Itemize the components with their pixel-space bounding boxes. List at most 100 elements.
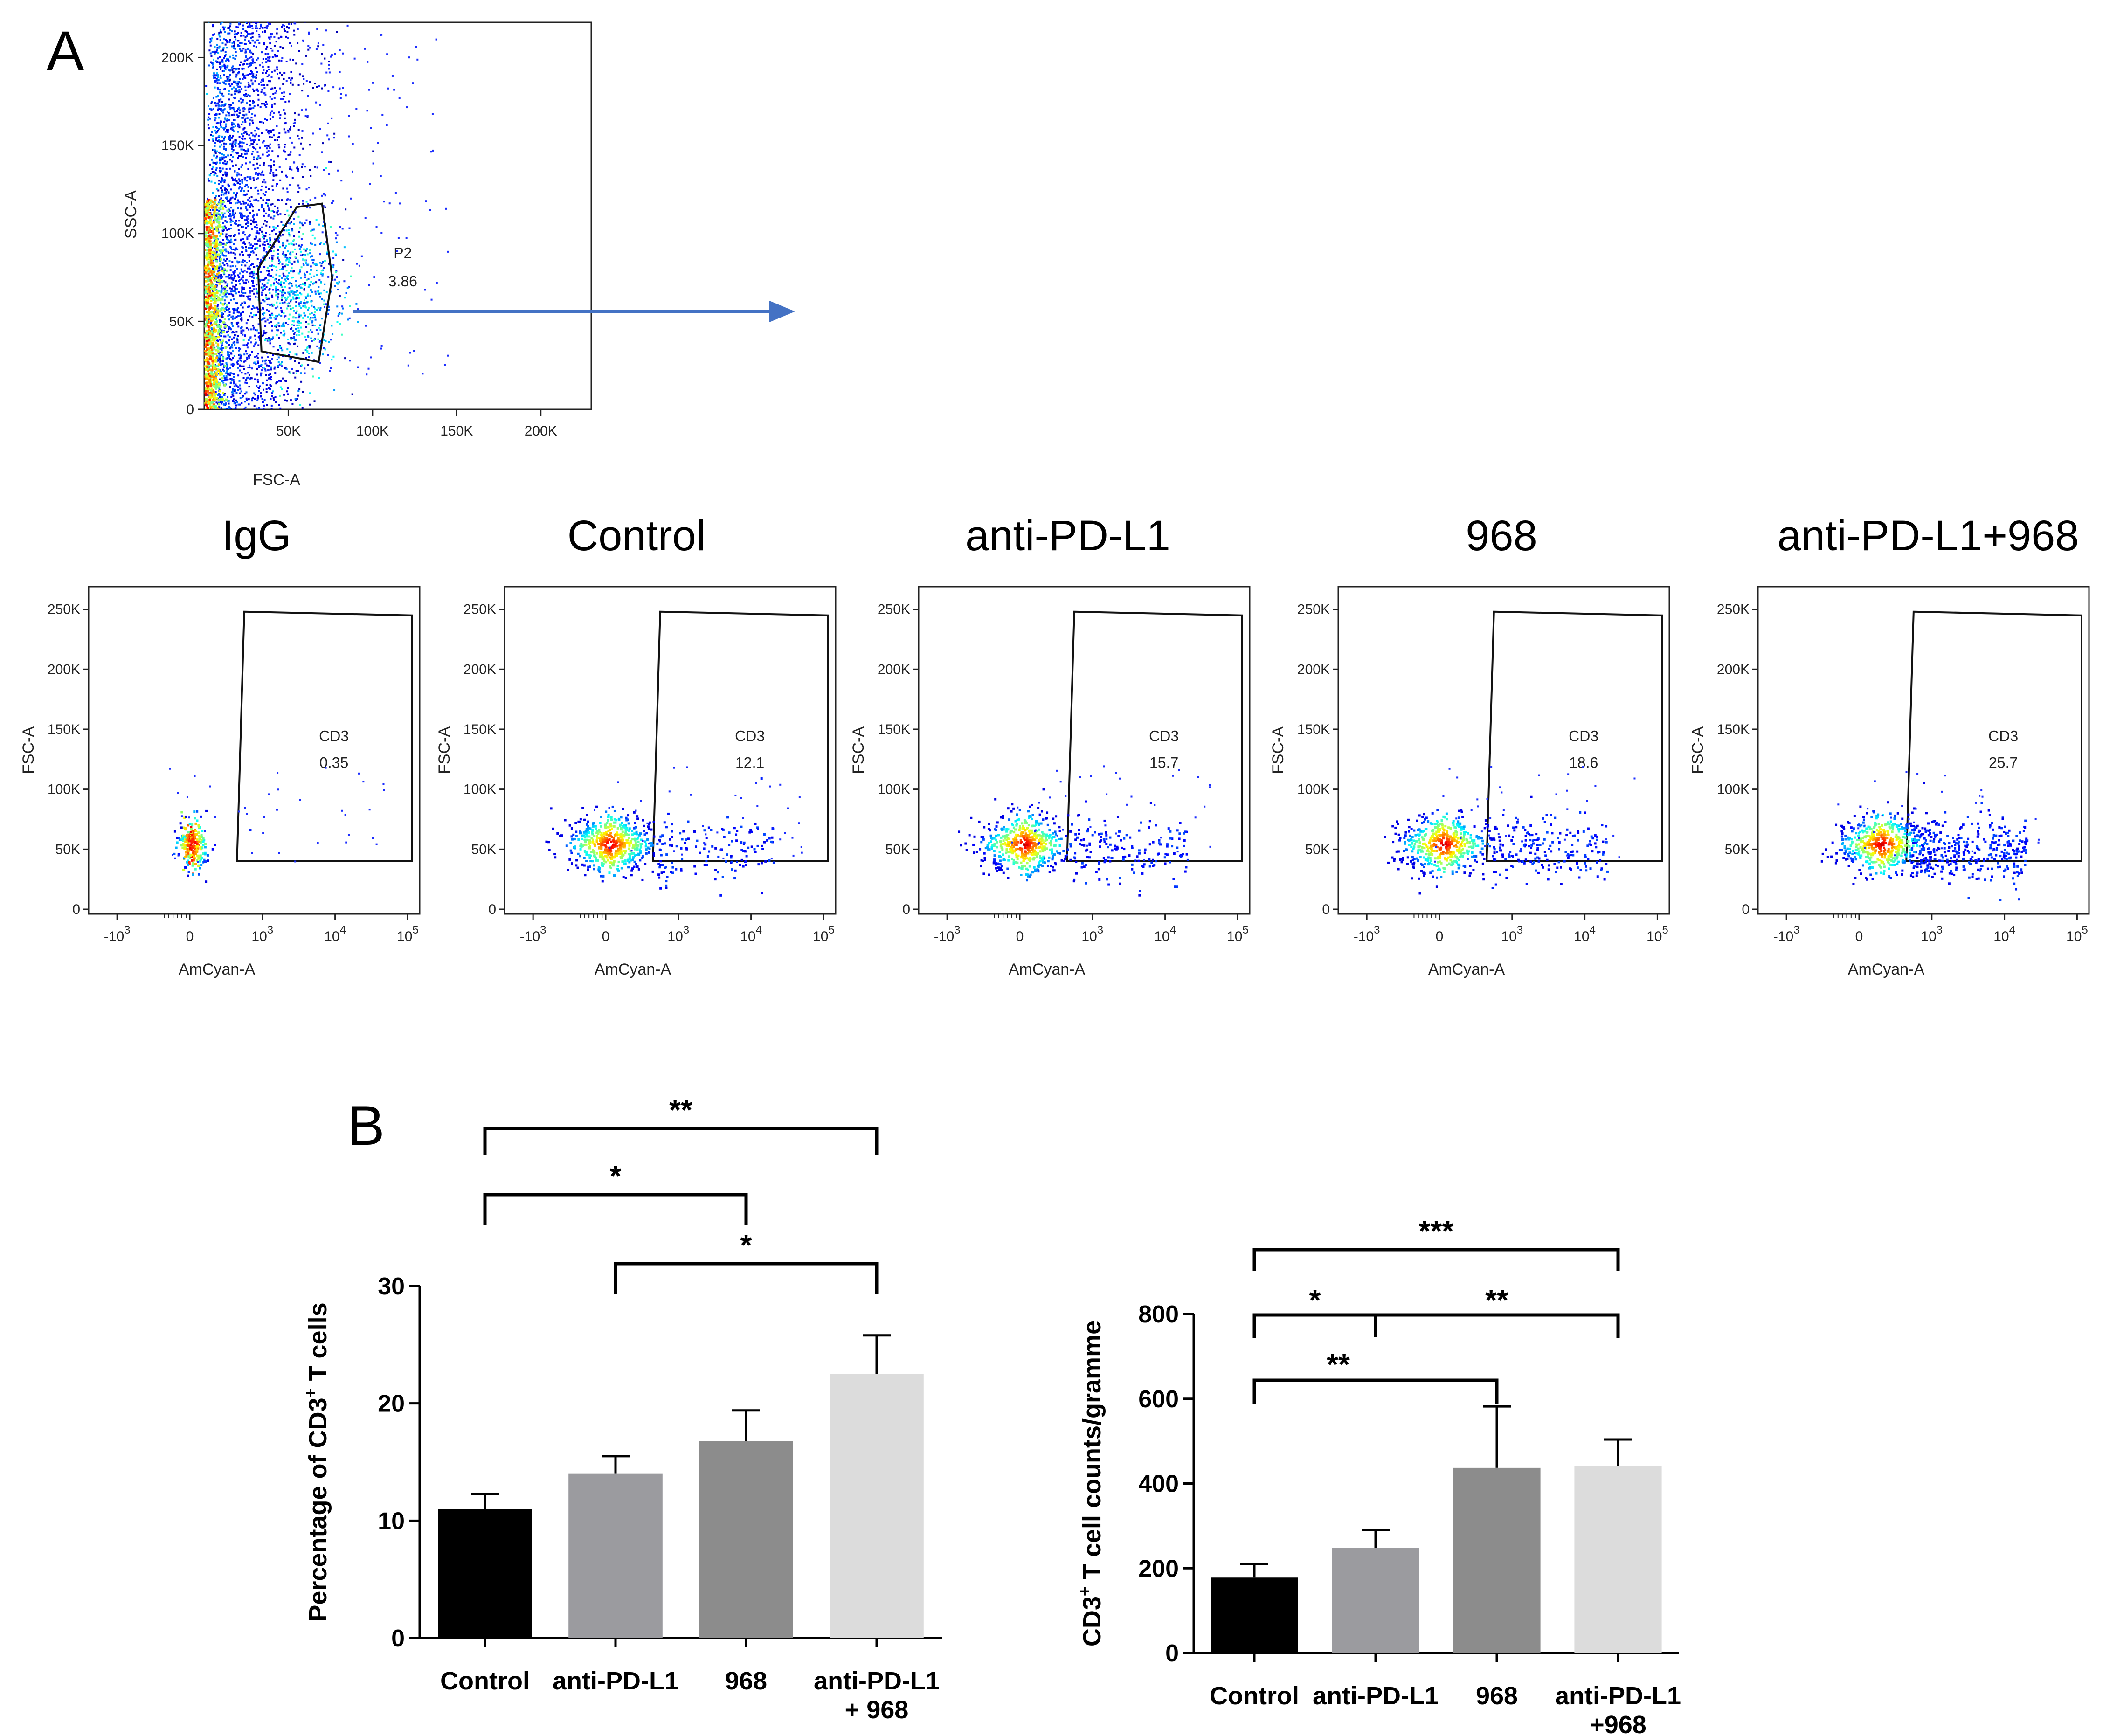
event-dot — [285, 174, 287, 177]
x-tick-exponent: 3 — [540, 924, 546, 936]
event-dot — [202, 852, 205, 855]
event-dot — [301, 63, 304, 65]
event-dot — [224, 171, 227, 173]
event-dot — [284, 131, 287, 134]
event-dot — [260, 302, 263, 304]
event-dot — [322, 225, 324, 227]
event-dot — [250, 8, 252, 10]
event-dot — [306, 248, 308, 250]
event-dot — [205, 256, 208, 259]
event-dot — [305, 219, 308, 221]
event-dot — [264, 104, 266, 107]
event-dot — [248, 339, 250, 341]
event-dot — [287, 229, 290, 231]
event-dot — [213, 295, 216, 298]
event-dot — [232, 318, 235, 320]
event-dot — [237, 32, 240, 34]
event-dot — [226, 78, 228, 81]
event-dot — [206, 317, 209, 319]
event-dot — [242, 101, 244, 103]
event-dot — [302, 147, 304, 150]
event-dot — [248, 260, 250, 262]
event-dot — [234, 288, 236, 290]
event-dot — [278, 260, 280, 262]
event-dot — [220, 108, 222, 110]
event-dot — [247, 297, 249, 299]
event-dot — [247, 74, 249, 76]
event-dot — [241, 326, 243, 328]
event-dot — [215, 379, 218, 382]
event-dot — [263, 241, 266, 243]
event-dot — [271, 203, 274, 205]
event-dot — [270, 284, 272, 286]
event-dot — [223, 160, 226, 163]
event-dot — [240, 32, 242, 34]
event-dot — [209, 240, 212, 243]
event-dot — [199, 867, 201, 870]
event-dot — [182, 826, 185, 829]
event-dot — [213, 271, 215, 274]
event-dot — [251, 143, 254, 145]
event-dot — [276, 55, 278, 57]
event-dot — [300, 301, 302, 303]
event-dot — [430, 151, 432, 153]
event-dot — [234, 119, 236, 121]
y-axis-label: SSC-A — [122, 190, 140, 239]
event-dot — [280, 221, 283, 223]
event-dot — [328, 263, 330, 265]
event-dot — [242, 215, 244, 218]
event-dot — [269, 292, 271, 294]
event-dot — [214, 215, 216, 218]
event-dot — [213, 375, 215, 378]
event-dot — [275, 401, 277, 403]
event-dot — [267, 20, 269, 22]
event-dot — [364, 48, 366, 50]
event-dot — [238, 173, 240, 176]
event-dot — [205, 215, 208, 218]
event-dot — [239, 97, 242, 100]
event-dot — [247, 306, 249, 308]
event-dot — [184, 856, 187, 858]
event-dot — [260, 286, 263, 289]
event-dot — [253, 214, 256, 216]
event-dot — [254, 338, 256, 340]
event-dot — [238, 155, 240, 157]
event-dot — [228, 136, 230, 138]
event-dot — [294, 256, 297, 259]
event-dot — [289, 153, 291, 156]
event-dot — [187, 874, 189, 877]
event-dot — [298, 10, 300, 12]
event-dot — [220, 347, 222, 350]
event-dot — [254, 114, 256, 117]
event-dot — [262, 256, 264, 259]
event-dot — [242, 365, 245, 367]
event-dot — [239, 348, 242, 350]
event-dot — [224, 43, 227, 46]
event-dot — [242, 279, 244, 282]
event-dot — [232, 10, 234, 12]
event-dot — [270, 404, 273, 407]
event-dot — [214, 386, 217, 388]
event-dot — [287, 393, 289, 395]
event-dot — [224, 51, 227, 53]
event-dot — [211, 262, 214, 264]
event-dot — [224, 307, 227, 310]
event-dot — [219, 199, 221, 201]
event-dot — [313, 409, 315, 411]
event-dot — [252, 164, 255, 166]
event-dot — [255, 89, 257, 91]
event-dot — [256, 162, 258, 165]
event-dot — [211, 332, 214, 335]
event-dot — [249, 95, 251, 97]
event-dot — [212, 18, 214, 20]
event-dot — [223, 264, 226, 266]
event-dot — [239, 294, 241, 297]
event-dot — [233, 363, 235, 366]
event-dot — [268, 153, 270, 156]
event-dot — [265, 331, 268, 333]
event-dot — [293, 223, 295, 225]
event-dot — [243, 114, 246, 117]
event-dot — [240, 207, 242, 210]
event-dot — [222, 246, 225, 249]
event-dot — [265, 384, 268, 386]
